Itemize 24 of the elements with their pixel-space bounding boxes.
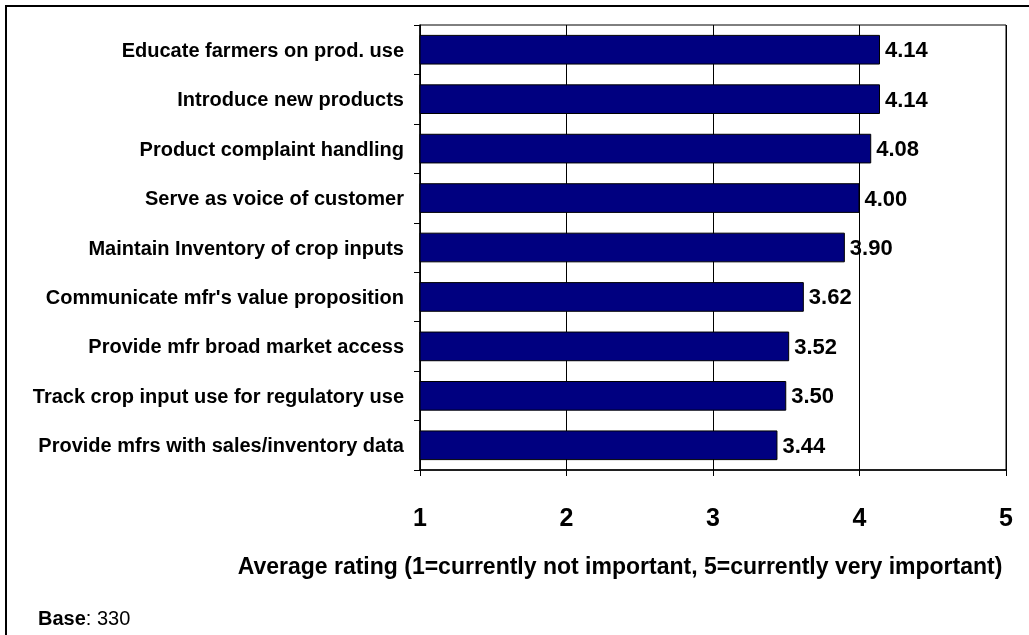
text: Base: 330 xyxy=(38,607,131,629)
data-label: 4.00 xyxy=(864,185,908,211)
y-tick-label: Provide mfrs with sales/inventory data xyxy=(38,434,405,457)
x-tick-label: 3 xyxy=(706,502,720,531)
data-label: 3.50 xyxy=(791,383,835,409)
y-tick-label: Provide mfr broad market access xyxy=(88,335,404,358)
data-label: 3.62 xyxy=(808,284,852,310)
y-tick-label: Serve as voice of customer xyxy=(144,187,405,210)
x-tick-label: 4 xyxy=(852,502,867,531)
data-label: 4.14 xyxy=(885,86,929,112)
data-label: 4.08 xyxy=(876,136,920,162)
data-label: 3.52 xyxy=(794,333,838,359)
y-tick-label: Introduce new products xyxy=(177,88,404,111)
x-tick-label: 1 xyxy=(413,502,428,531)
y-tick-label: Maintain Inventory of crop inputs xyxy=(88,236,404,259)
y-tick-label: Product complaint handling xyxy=(139,137,404,160)
data-label: 4.14 xyxy=(885,37,929,63)
x-axis-title: Average rating (1=currently not important, 5=currently very important) xyxy=(237,553,1003,579)
x-tick-label: 2 xyxy=(559,502,574,531)
y-tick-label: Communicate mfr's value proposition xyxy=(45,285,404,308)
y-tick-label: Educate farmers on prod. use xyxy=(121,38,404,61)
x-tick-label: 5 xyxy=(999,502,1014,531)
data-label: 3.44 xyxy=(782,432,827,458)
y-tick-label: Track crop input use for regulatory use xyxy=(32,384,404,407)
